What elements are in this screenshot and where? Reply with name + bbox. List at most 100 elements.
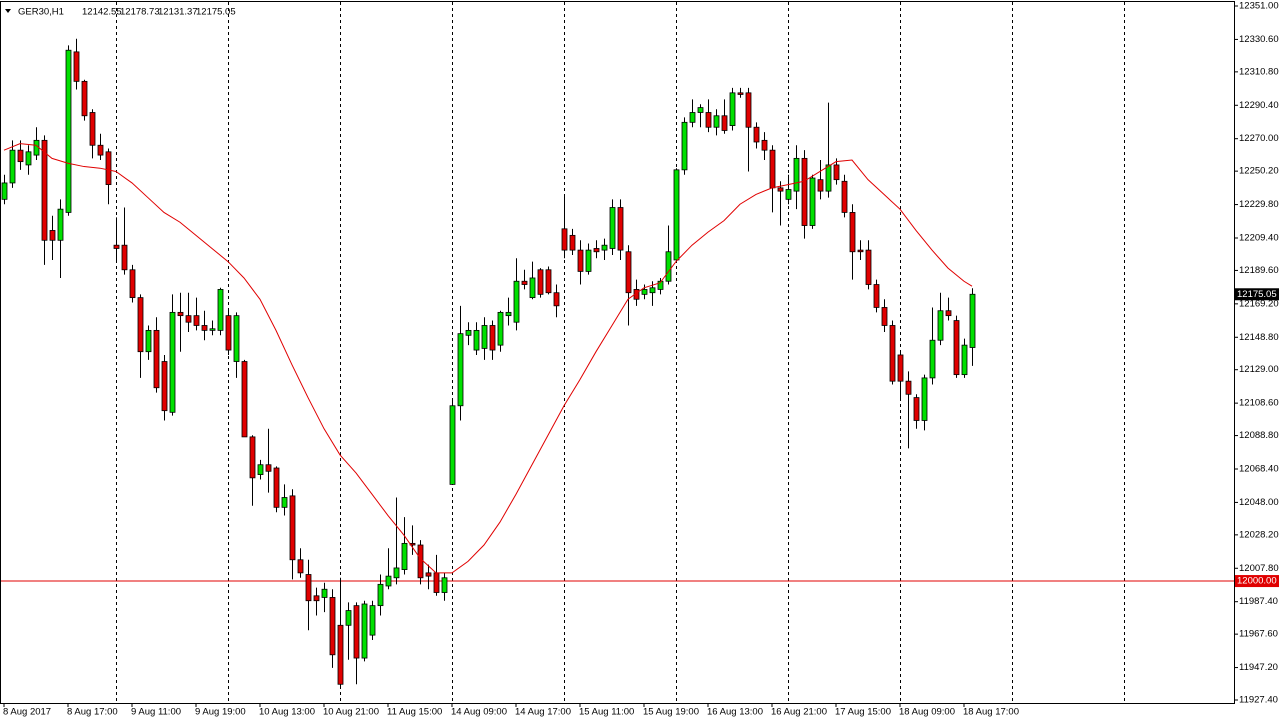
x-tick-label: 10 Aug 13:00 (259, 707, 315, 718)
candle-body (129, 269, 136, 299)
candle-body (841, 180, 848, 213)
candle-body (849, 212, 856, 253)
candle-body (481, 325, 488, 349)
candle-body (361, 603, 368, 659)
candle-body (281, 497, 288, 508)
level-tag-label: 12000.00 (1237, 576, 1277, 587)
candle-body (537, 269, 544, 295)
candle-body (425, 572, 432, 577)
y-tick-label: 12007.80 (1239, 563, 1279, 574)
x-tick-label: 14 Aug 17:00 (515, 707, 571, 718)
candle-body (857, 249, 864, 253)
ohlc-open: 12142.55 (82, 7, 122, 18)
x-tick-label: 15 Aug 19:00 (643, 707, 699, 718)
candle-body (505, 311, 512, 317)
candle-body (713, 115, 720, 128)
x-tick-label: 14 Aug 09:00 (451, 707, 507, 718)
candle-body (577, 249, 584, 272)
y-tick-label: 12148.80 (1239, 332, 1279, 343)
y-tick-label: 11987.40 (1239, 596, 1278, 607)
period-separators (116, 2, 1125, 703)
candle-body (161, 361, 168, 412)
candle-body (657, 280, 664, 290)
candle-body (673, 169, 680, 261)
candle-body (745, 92, 752, 128)
candle-body (929, 339, 936, 379)
y-tick-label: 12209.40 (1239, 233, 1279, 244)
candle-body (241, 361, 248, 438)
candle-body (825, 164, 832, 192)
candle-body (617, 207, 624, 251)
candle-body (937, 310, 944, 341)
candle-body (897, 354, 904, 382)
y-tick-label: 12068.40 (1239, 464, 1279, 475)
x-tick-label: 10 Aug 21:00 (323, 707, 379, 718)
y-tick-label: 12169.20 (1239, 298, 1279, 309)
candle-body (121, 244, 128, 271)
candle-body (329, 597, 336, 656)
y-tick-label: 11967.60 (1239, 629, 1278, 640)
candle-body (553, 292, 560, 307)
candle-body (25, 151, 32, 166)
candle-body (681, 121, 688, 171)
candle-body (185, 315, 192, 323)
candle-body (441, 577, 448, 593)
candle-body (913, 397, 920, 421)
candle-body (193, 315, 200, 326)
chart-title: GER30,H1 (18, 7, 64, 18)
candle-body (513, 280, 520, 323)
candle-body (105, 151, 112, 185)
plot-frame (0, 1, 1235, 704)
candle-body (97, 144, 104, 156)
y-tick-label: 11927.40 (1239, 695, 1278, 706)
y-tick-label: 12108.60 (1239, 398, 1279, 409)
candle-body (641, 289, 648, 295)
candle-body (625, 251, 632, 294)
candle-body (449, 405, 456, 485)
candle-body (305, 574, 312, 602)
x-tick-label: 18 Aug 09:00 (899, 707, 955, 718)
candle-body (721, 115, 728, 131)
candle-body (113, 244, 120, 249)
candle-body (465, 329, 472, 336)
candle-body (729, 92, 736, 126)
candle-body (177, 311, 184, 317)
candle-body (289, 495, 296, 561)
candle-body (337, 624, 344, 685)
menu-arrow[interactable] (5, 9, 11, 13)
candle-body (297, 559, 304, 574)
candle-body (321, 588, 328, 598)
candle-body (737, 92, 744, 95)
candle-body (881, 307, 888, 326)
x-tick-label: 9 Aug 19:00 (195, 707, 246, 718)
candle-body (705, 112, 712, 128)
candle-body (345, 610, 352, 626)
candle-body (313, 595, 320, 602)
candle-body (561, 228, 568, 251)
candle-body (649, 287, 656, 294)
candle-body (153, 329, 160, 389)
candle-body (489, 325, 496, 351)
candle-body (137, 297, 144, 353)
candle-body (17, 149, 24, 163)
y-tick-label: 12028.20 (1239, 529, 1279, 540)
candle-body (233, 315, 240, 362)
candle-body (73, 51, 80, 82)
y-tick-label: 12088.80 (1239, 430, 1279, 441)
x-tick-label: 16 Aug 13:00 (707, 707, 763, 718)
x-tick-label: 8 Aug 17:00 (67, 707, 118, 718)
candle-body (201, 325, 208, 331)
candle-body (945, 310, 952, 317)
candle-body (249, 436, 256, 479)
x-tick-label: 8 Aug 2017 (3, 707, 51, 718)
candle-body (273, 467, 280, 508)
candle-body (217, 289, 224, 331)
candle-body (569, 234, 576, 251)
candle-body (801, 157, 808, 226)
candle-body (417, 544, 424, 579)
candle-body (889, 325, 896, 382)
candle-body (257, 464, 264, 475)
candle-body (953, 320, 960, 376)
candle-body (585, 249, 592, 272)
